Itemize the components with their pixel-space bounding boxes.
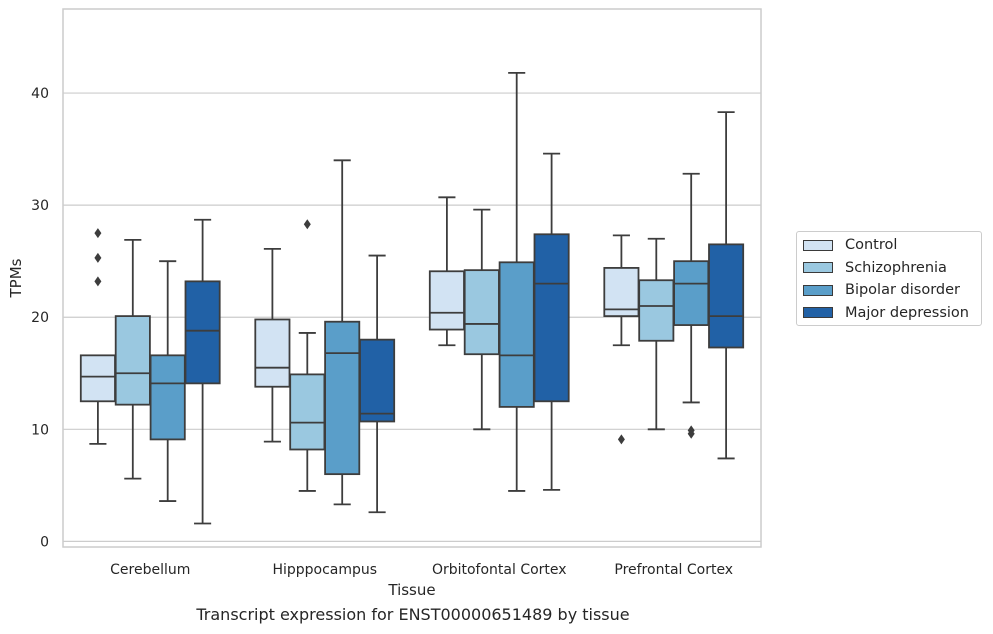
- box-body: [708, 243, 745, 349]
- box-body: [149, 354, 186, 441]
- figure-caption: Transcript expression for ENST0000065148…: [196, 605, 630, 624]
- y-axis-ticks: 0 10 20 30 40: [31, 86, 49, 550]
- x-tick-label: Hipppocampus: [272, 562, 377, 578]
- y-tick-label: 0: [40, 534, 49, 550]
- outlier-point: [303, 219, 311, 230]
- box-body: [603, 267, 640, 318]
- box-schizophrenia: [114, 238, 151, 480]
- legend-label: Bipolar disorder: [845, 282, 960, 298]
- legend-swatch: [803, 239, 833, 251]
- box-body: [114, 315, 151, 406]
- legend-swatch: [803, 284, 833, 296]
- box-body: [254, 318, 291, 388]
- box-body: [289, 373, 326, 451]
- legend-item: Control: [803, 235, 897, 255]
- box-major-depression: [533, 152, 570, 491]
- box-body: [673, 260, 710, 326]
- legend-label: Major depression: [845, 304, 969, 321]
- box-control: [254, 247, 291, 443]
- outlier-point: [94, 276, 102, 287]
- legend-item: Major depression: [803, 303, 969, 323]
- box-control: [428, 196, 465, 347]
- box-bipolar-disorder: [324, 159, 361, 506]
- outlier-point: [94, 228, 102, 239]
- box-control: [603, 234, 640, 445]
- y-tick-label: 10: [31, 422, 49, 438]
- x-axis-ticks: Cerebellum Hipppocampus Orbitofontal Corte…: [110, 562, 733, 578]
- x-tick-label: Orbitofontal Cortex: [432, 562, 567, 578]
- box-bipolar-disorder: [149, 260, 186, 502]
- box-schizophrenia: [638, 237, 675, 431]
- legend-swatch: [803, 262, 833, 273]
- box-body: [498, 261, 535, 408]
- outlier-point: [94, 252, 102, 263]
- box-schizophrenia: [463, 208, 500, 431]
- plot-frame: [62, 8, 762, 548]
- box-major-depression: [359, 254, 396, 514]
- y-axis-label: TPMs: [7, 258, 25, 298]
- legend-swatch: [803, 307, 833, 318]
- box-major-depression: [708, 111, 745, 460]
- box-control: [79, 228, 116, 445]
- legend-label: Control: [845, 237, 898, 253]
- box-bipolar-disorder: [498, 71, 535, 492]
- box-schizophrenia: [289, 219, 326, 492]
- box-body: [463, 269, 500, 356]
- box-major-depression: [184, 218, 221, 525]
- legend-label: Schizophrenia: [845, 259, 947, 276]
- outlier-point: [617, 434, 625, 445]
- box-body: [359, 338, 396, 423]
- box-body: [324, 320, 361, 476]
- y-tick-label: 40: [31, 86, 49, 102]
- x-axis-label: Tissue: [387, 581, 435, 599]
- legend-item: Bipolar disorder: [803, 280, 960, 300]
- y-tick-label: 30: [31, 198, 49, 214]
- box-body: [428, 270, 465, 331]
- x-tick-label: Prefrontal Cortex: [614, 562, 733, 578]
- box-body: [638, 279, 675, 342]
- box-body: [79, 354, 116, 403]
- box-bipolar-disorder: [673, 172, 710, 439]
- legend-item: Schizophrenia: [803, 258, 947, 278]
- box-body: [533, 233, 570, 403]
- boxes: [79, 71, 745, 525]
- y-tick-label: 20: [31, 310, 49, 326]
- box-body: [184, 280, 221, 385]
- x-tick-label: Cerebellum: [110, 562, 190, 578]
- outlier-point: [687, 425, 695, 436]
- legend: Control Schizophrenia Bipolar disorder Majo…: [796, 231, 982, 326]
